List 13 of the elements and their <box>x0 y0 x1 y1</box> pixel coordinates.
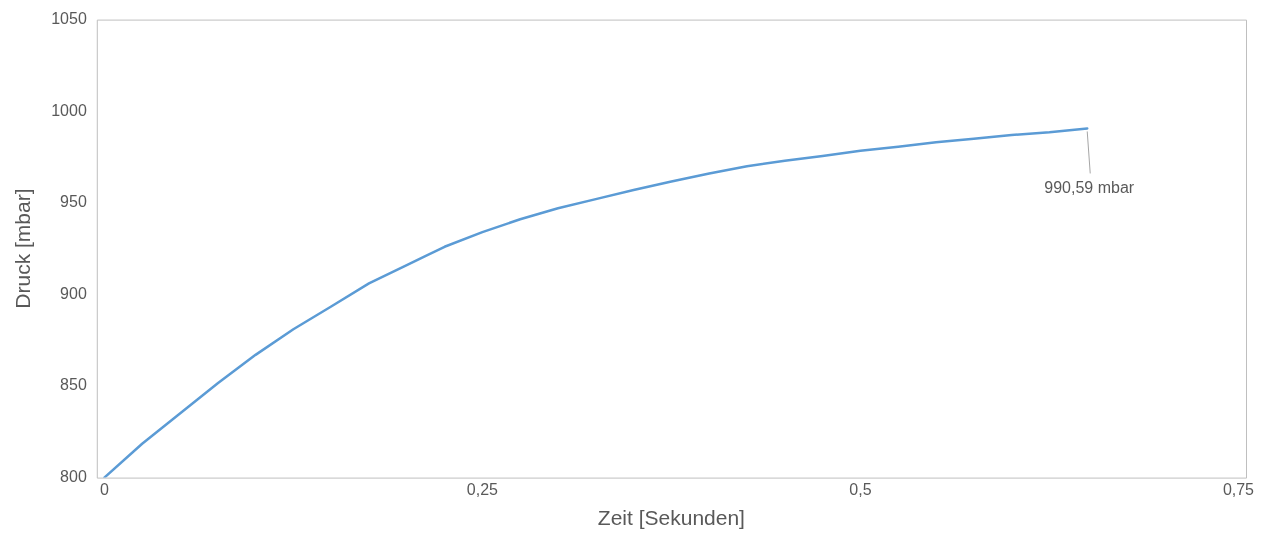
y-tick-label: 850 <box>60 376 87 394</box>
x-tick-label: 0,25 <box>466 480 499 498</box>
y-tick-label: 1000 <box>51 101 87 119</box>
y-tick-label: 950 <box>60 193 87 211</box>
x-tick-label: 0 <box>99 480 109 498</box>
x-axis-title: Zeit [Sekunden] <box>597 506 745 530</box>
y-tick-label: 800 <box>60 468 87 486</box>
y-tick-label: 900 <box>60 284 87 302</box>
x-tick-label: 0,75 <box>1222 480 1255 498</box>
x-tick-label: 0,5 <box>849 480 872 498</box>
y-tick-label: 1050 <box>51 10 87 28</box>
y-axis-title: Druck [mbar] <box>11 188 35 309</box>
annotation: 990,59 mbar <box>1044 178 1135 196</box>
